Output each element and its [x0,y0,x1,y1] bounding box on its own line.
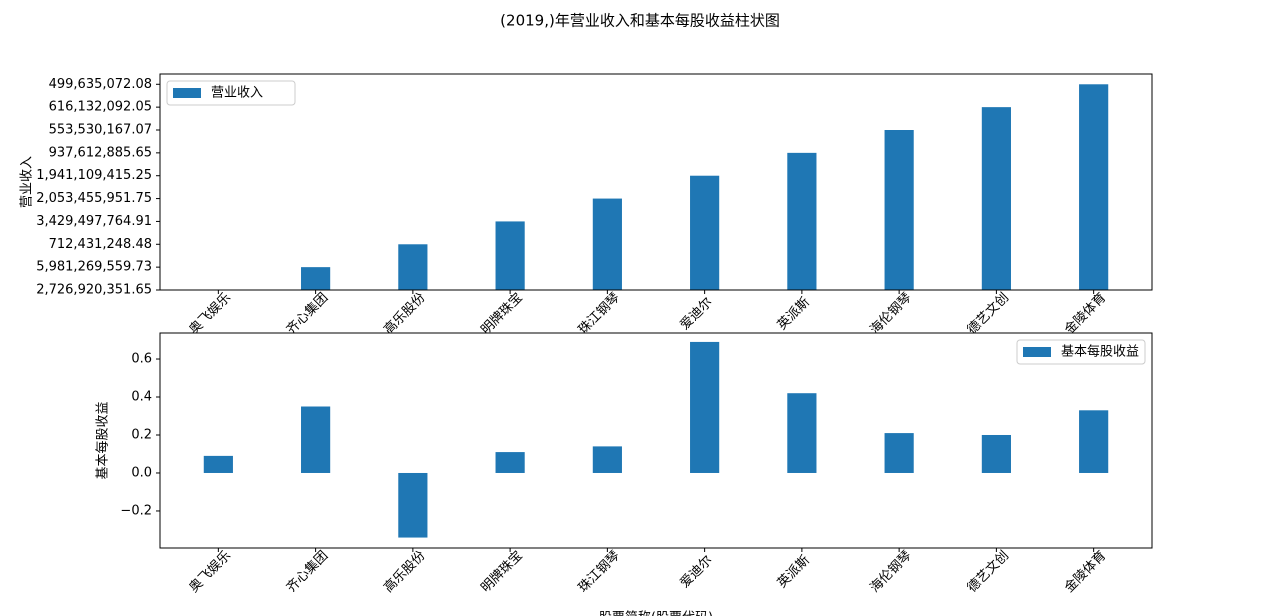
y-axis-label: 基本每股收益 [95,401,111,479]
x-tick-label: 金陵体育 [1061,290,1109,338]
x-tick-label: 齐心集团 [283,290,331,338]
x-tick-label: 明牌珠宝 [478,548,526,596]
y-tick-label: 3,429,497,764.91 [36,214,152,229]
x-tick-label: 英派斯 [775,295,813,333]
axes-frame [159,73,1153,291]
bar [1079,410,1109,473]
bar [301,267,331,290]
bar [203,455,233,473]
bar [592,198,622,290]
x-tick-label: 德艺文创 [965,548,1012,595]
bar [592,446,622,473]
y-tick-label: 553,530,167.07 [49,123,152,138]
y-tick-label: 0.2 [131,427,152,442]
legend-label: 营业收入 [211,86,263,101]
x-tick-label: 高乐股份 [380,548,428,596]
y-tick-label: 937,612,885.65 [49,145,152,160]
x-tick-label: 奥飞娱乐 [187,548,234,595]
x-tick-label: 爱迪尔 [678,295,716,333]
y-tick-label: 1,941,109,415.25 [36,168,152,183]
y-tick-label: 2,053,455,951.75 [36,191,152,206]
x-tick-label: 德艺文创 [965,290,1012,337]
bar [398,472,428,538]
x-tick-label: 金陵体育 [1061,548,1109,596]
legend-swatch [1023,347,1051,357]
x-axis-label: 股票简称(股票代码) [599,610,713,616]
legend-swatch [173,88,201,98]
y-axis-label: 营业收入 [20,156,35,208]
y-tick-label: 0.0 [131,465,152,480]
x-tick-label: 齐心集团 [283,548,331,596]
x-tick-label: 爱迪尔 [678,553,716,591]
bar [1079,84,1109,291]
x-tick-label: 明牌珠宝 [478,290,526,338]
bar [398,244,428,290]
bar [787,393,817,473]
legend-box [1016,339,1146,365]
y-tick-label: −0.2 [120,503,152,518]
x-tick-label: 珠江钢琴 [576,290,623,337]
bar [690,175,720,290]
x-tick-label: 海伦钢琴 [867,548,914,595]
bar [981,434,1011,473]
chart-title: (2019,)年营业收入和基本每股收益柱状图 [500,12,780,30]
bar [495,452,525,473]
y-tick-label: 499,635,072.08 [49,77,152,92]
legend-label: 基本每股收益 [1061,344,1139,360]
axes-frame [159,332,1153,549]
bar [495,221,525,290]
x-tick-label: 珠江钢琴 [576,548,623,595]
x-tick-label: 英派斯 [775,553,813,591]
legend-box [166,80,296,106]
bar [884,433,914,473]
bar [884,130,914,290]
x-tick-label: 海伦钢琴 [867,290,914,337]
y-tick-label: 712,431,248.48 [49,237,152,252]
y-tick-label: 616,132,092.05 [49,100,152,115]
y-tick-label: 0.6 [131,352,152,367]
x-tick-label: 奥飞娱乐 [187,290,234,337]
bar [981,107,1011,291]
y-tick-label: 2,726,920,351.65 [36,283,152,298]
x-tick-label: 高乐股份 [380,290,428,338]
bar [787,152,817,290]
bar [301,406,331,473]
bar [690,341,720,473]
y-tick-label: 0.4 [131,390,152,405]
y-tick-label: 5,981,269,559.73 [36,260,152,275]
